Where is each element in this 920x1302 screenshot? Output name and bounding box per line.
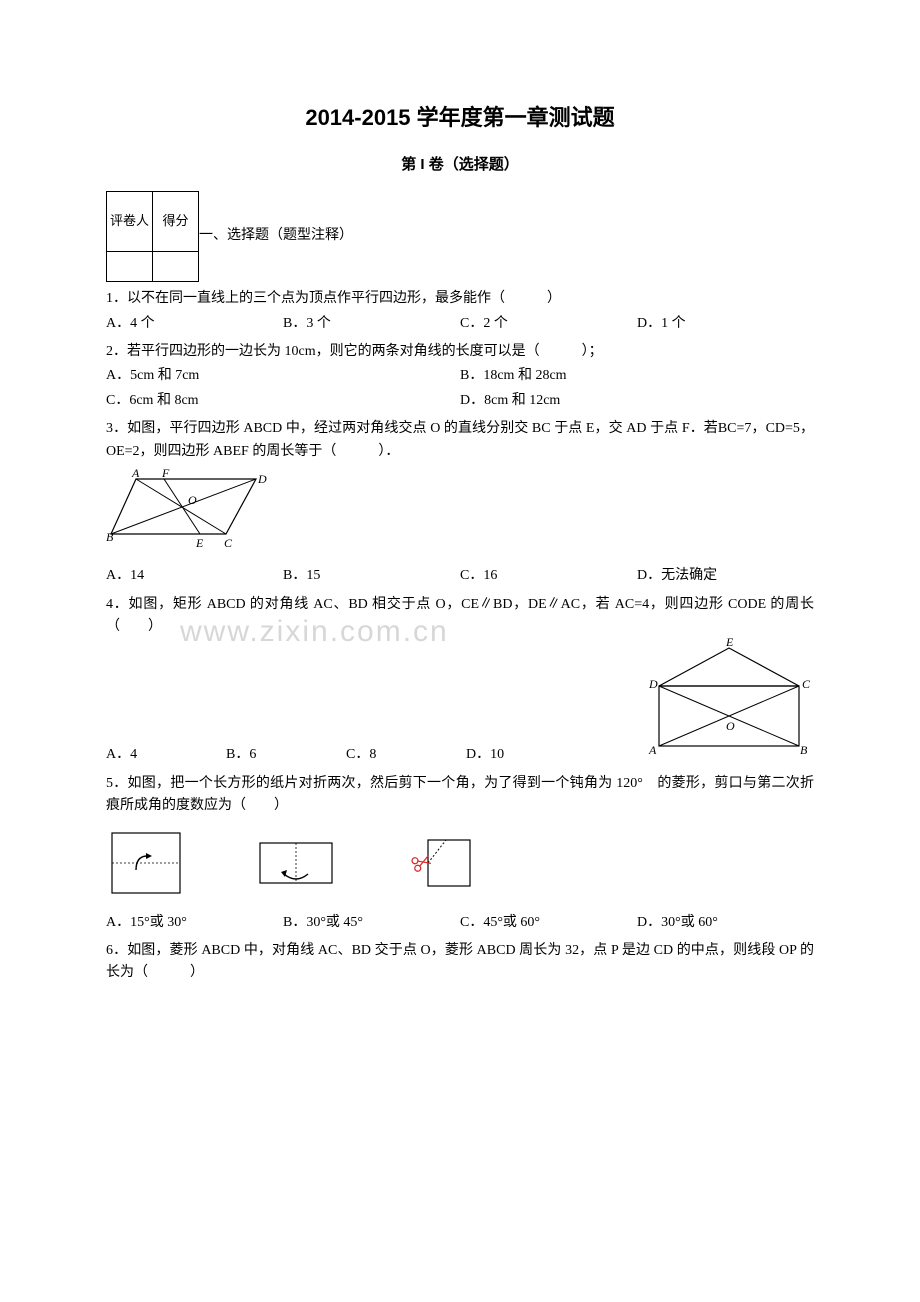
- q1-opt-a: A．4 个: [106, 313, 283, 335]
- q3-label-f: F: [161, 469, 170, 480]
- section-heading: 一、选择题（题型注释）: [199, 225, 353, 247]
- q4-label-a: A: [648, 743, 657, 757]
- q4-figure: E D C O A B: [644, 638, 814, 766]
- question-1: 1．以不在同一直线上的三个点为顶点作平行四边形，最多能作（ ） A．4 个 B．…: [106, 288, 814, 335]
- q4-label-e: E: [725, 638, 734, 649]
- q5-options: A．15°或 30° B．30°或 45° C．45°或 60° D．30°或 …: [106, 912, 814, 934]
- q3-figure: A F D O B E C: [106, 469, 814, 559]
- q4-label-b: B: [800, 743, 808, 757]
- q2-text: 2．若平行四边形的一边长为 10cm，则它的两条对角线的长度可以是（ ）；: [106, 341, 814, 363]
- q3-opt-b: B．15: [283, 565, 460, 587]
- q1-opt-c: C．2 个: [460, 313, 637, 335]
- q5-opt-b: B．30°或 45°: [283, 912, 460, 934]
- q1-opt-b: B．3 个: [283, 313, 460, 335]
- q5-fold1-icon: [106, 830, 186, 900]
- score-row: 评卷人 得分 一、选择题（题型注释）: [106, 191, 814, 282]
- q2-opt-b: B．18cm 和 28cm: [460, 365, 814, 387]
- q2-options-1: A．5cm 和 7cm B．18cm 和 28cm: [106, 365, 814, 387]
- q5-fold2-icon: [256, 840, 336, 890]
- q2-opt-c: C．6cm 和 8cm: [106, 390, 460, 412]
- page-subtitle: 第 I 卷（选择题）: [106, 153, 814, 177]
- q1-opt-d: D．1 个: [637, 313, 814, 335]
- score-col-score: 得分: [153, 192, 199, 252]
- q5-cut-icon: [406, 837, 476, 892]
- q4-label-d: D: [648, 677, 658, 691]
- q3-options: A．14 B．15 C．16 D．无法确定: [106, 565, 814, 587]
- q4-options: A．4 B．6 C．8 D．10: [106, 744, 586, 766]
- page-title: 2014-2015 学年度第一章测试题: [106, 100, 814, 135]
- q4-label-o: O: [726, 719, 735, 733]
- q3-opt-c: C．16: [460, 565, 637, 587]
- q3-text: 3．如图，平行四边形 ABCD 中，经过两对角线交点 O 的直线分别交 BC 于…: [106, 418, 814, 463]
- q4-text: 4．如图，矩形 ABCD 的对角线 AC、BD 相交于点 O，CE∥BD，DE∥…: [106, 594, 814, 639]
- q5-opt-a: A．15°或 30°: [106, 912, 283, 934]
- q3-opt-d: D．无法确定: [637, 565, 814, 587]
- q3-opt-a: A．14: [106, 565, 283, 587]
- q4-opt-d: D．10: [466, 744, 586, 766]
- q4-opt-b: B．6: [226, 744, 346, 766]
- score-table: 评卷人 得分: [106, 191, 199, 282]
- score-col-grader: 评卷人: [107, 192, 153, 252]
- q3-label-d: D: [257, 472, 267, 486]
- question-5: 5．如图，把一个长方形的纸片对折两次，然后剪下一个角，为了得到一个钝角为 120…: [106, 773, 814, 934]
- q5-opt-c: C．45°或 60°: [460, 912, 637, 934]
- q5-figures: [106, 830, 814, 900]
- question-2: 2．若平行四边形的一边长为 10cm，则它的两条对角线的长度可以是（ ）； A．…: [106, 341, 814, 412]
- q2-opt-a: A．5cm 和 7cm: [106, 365, 460, 387]
- score-blank-1: [107, 252, 153, 282]
- q3-label-c: C: [224, 536, 233, 550]
- q5-text: 5．如图，把一个长方形的纸片对折两次，然后剪下一个角，为了得到一个钝角为 120…: [106, 773, 814, 818]
- q3-label-o: O: [188, 493, 197, 507]
- q1-options: A．4 个 B．3 个 C．2 个 D．1 个: [106, 313, 814, 335]
- q5-opt-d: D．30°或 60°: [637, 912, 814, 934]
- q4-label-c: C: [802, 677, 811, 691]
- score-blank-2: [153, 252, 199, 282]
- q4-opt-a: A．4: [106, 744, 226, 766]
- q3-label-e: E: [195, 536, 204, 550]
- question-6: 6．如图，菱形 ABCD 中，对角线 AC、BD 交于点 O，菱形 ABCD 周…: [106, 940, 814, 985]
- q2-opt-d: D．8cm 和 12cm: [460, 390, 814, 412]
- question-4: 4．如图，矩形 ABCD 的对角线 AC、BD 相交于点 O，CE∥BD，DE∥…: [106, 594, 814, 767]
- q3-label-a: A: [131, 469, 140, 480]
- question-3: 3．如图，平行四边形 ABCD 中，经过两对角线交点 O 的直线分别交 BC 于…: [106, 418, 814, 588]
- q1-text: 1．以不在同一直线上的三个点为顶点作平行四边形，最多能作（ ）: [106, 288, 814, 310]
- q2-options-2: C．6cm 和 8cm D．8cm 和 12cm: [106, 390, 814, 412]
- q3-label-b: B: [106, 530, 114, 544]
- q4-opt-c: C．8: [346, 744, 466, 766]
- q6-text: 6．如图，菱形 ABCD 中，对角线 AC、BD 交于点 O，菱形 ABCD 周…: [106, 940, 814, 985]
